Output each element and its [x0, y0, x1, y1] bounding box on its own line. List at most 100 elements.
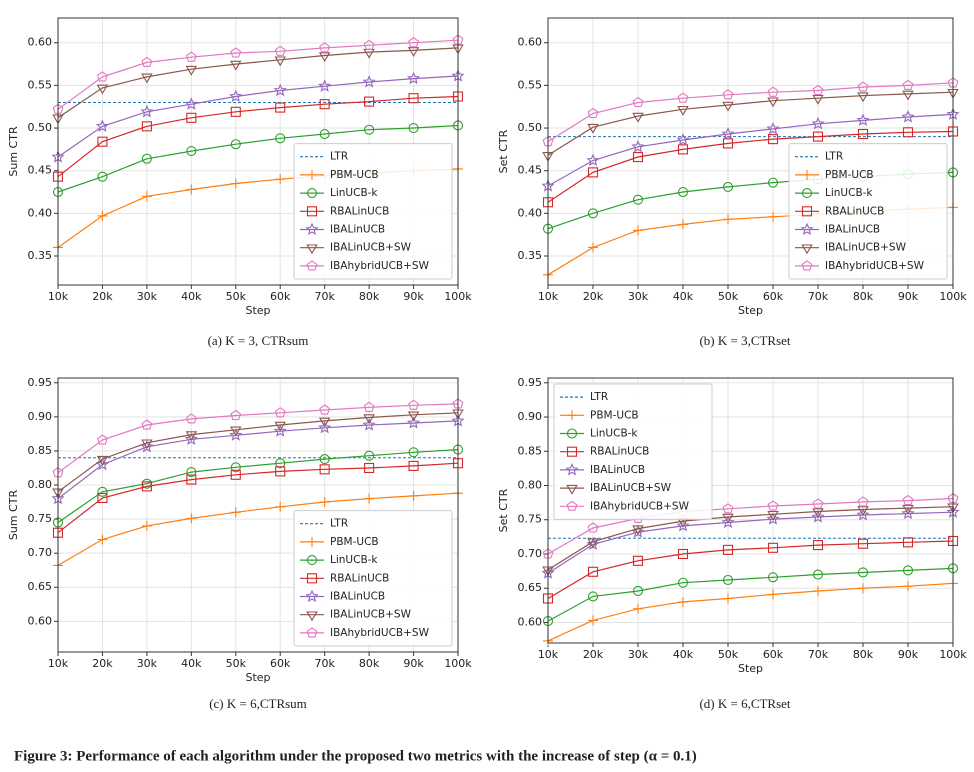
y-tick-label: 0.70: [28, 546, 53, 559]
data-point: [97, 71, 108, 82]
data-point: [767, 500, 779, 511]
data-point: [408, 122, 419, 134]
data-point: [901, 506, 915, 520]
data-point: [141, 73, 153, 84]
x-axis-label: Step: [738, 662, 763, 675]
data-point: [812, 131, 824, 142]
data-point: [140, 104, 154, 118]
data-point: [723, 593, 733, 604]
data-point: [857, 81, 869, 92]
data-point: [97, 492, 108, 504]
data-point: [856, 508, 870, 521]
x-tick-label: 80k: [359, 657, 380, 670]
data-point: [318, 420, 332, 434]
x-tick-label: 20k: [92, 657, 113, 670]
data-point: [96, 455, 109, 466]
data-point: [97, 210, 108, 221]
data-point: [230, 462, 241, 473]
chart: 0.35 0.40 0.45 0.50 0.55 0.60 10k 20k 30k 40k 50k 6…: [497, 17, 967, 348]
data-point: [677, 92, 689, 103]
x-tick-label: 40k: [181, 657, 202, 670]
data-point: [676, 133, 690, 146]
data-point: [766, 512, 780, 525]
data-point: [812, 94, 824, 105]
y-tick-label: 0.55: [518, 78, 543, 91]
data-point: [274, 407, 286, 418]
data-point: [408, 399, 419, 410]
x-tick-label: 90k: [898, 648, 919, 661]
data-point: [766, 122, 780, 135]
data-point: [901, 110, 915, 123]
data-point: [812, 540, 824, 551]
y-axis-label: Set CTR: [497, 488, 510, 532]
data-point: [97, 136, 108, 147]
x-tick-label: 30k: [628, 648, 649, 661]
data-point: [588, 615, 598, 626]
legend-label: RBALinUCB: [330, 205, 389, 217]
legend-box: [788, 143, 948, 280]
legend-label: RBALinUCB: [330, 572, 389, 584]
plot-frame: [547, 377, 954, 644]
series-line: [57, 47, 459, 119]
plot-frame: [57, 17, 459, 286]
chart-caption: (c) K = 6,CTRsum: [209, 696, 307, 711]
data-point: [364, 96, 375, 107]
data-point: [230, 106, 241, 117]
series-line: [547, 511, 954, 574]
x-tick-label: 10k: [48, 290, 69, 303]
legend-box: [293, 143, 453, 280]
legend-label: IBALinUCB+SW: [330, 242, 412, 254]
data-point: [767, 572, 779, 583]
data-point: [722, 503, 734, 514]
data-point: [273, 424, 287, 437]
x-tick-label: 10k: [538, 290, 559, 303]
series-line: [547, 582, 954, 642]
data-point: [767, 542, 779, 553]
legend-marker: [567, 410, 577, 421]
data-point: [721, 515, 735, 529]
x-tick-label: 70k: [808, 648, 829, 661]
data-point: [319, 42, 331, 53]
data-point: [318, 79, 332, 92]
data-point: [364, 450, 375, 461]
data-point: [767, 97, 779, 108]
legend-marker: [306, 188, 318, 199]
x-tick-label: 90k: [403, 290, 424, 303]
legend-marker: [801, 206, 813, 217]
data-point: [902, 79, 914, 90]
data-point: [722, 89, 734, 100]
data-point: [186, 146, 197, 157]
data-point: [408, 37, 419, 48]
data-point: [319, 454, 330, 465]
data-point: [230, 47, 242, 58]
data-point: [768, 211, 778, 222]
data-point: [186, 474, 197, 485]
x-tick-label: 50k: [718, 648, 739, 661]
series-line: [57, 39, 459, 110]
data-point: [363, 401, 375, 412]
data-point: [858, 583, 868, 594]
data-point: [97, 534, 108, 545]
data-point: [767, 86, 779, 97]
data-point: [722, 181, 734, 192]
legend-marker: [306, 573, 318, 584]
data-point: [902, 90, 914, 101]
legend-marker: [306, 555, 318, 566]
plot-frame: [547, 17, 954, 286]
x-tick-label: 30k: [628, 290, 649, 303]
legend-box: [553, 383, 713, 520]
legend-marker: [307, 169, 317, 180]
data-point: [768, 589, 778, 600]
y-axis-label: Sum CTR: [7, 126, 20, 177]
data-point: [229, 89, 243, 103]
data-point: [631, 139, 645, 153]
data-point: [97, 434, 108, 445]
y-tick-label: 0.65: [28, 580, 53, 593]
legend-marker: [566, 428, 578, 439]
y-tick-label: 0.35: [518, 249, 543, 262]
data-point: [95, 457, 110, 471]
data-point: [902, 565, 914, 576]
legend-label: IBALinUCB+SW: [590, 482, 672, 494]
data-point: [588, 242, 598, 253]
x-tick-label: 10k: [538, 648, 559, 661]
